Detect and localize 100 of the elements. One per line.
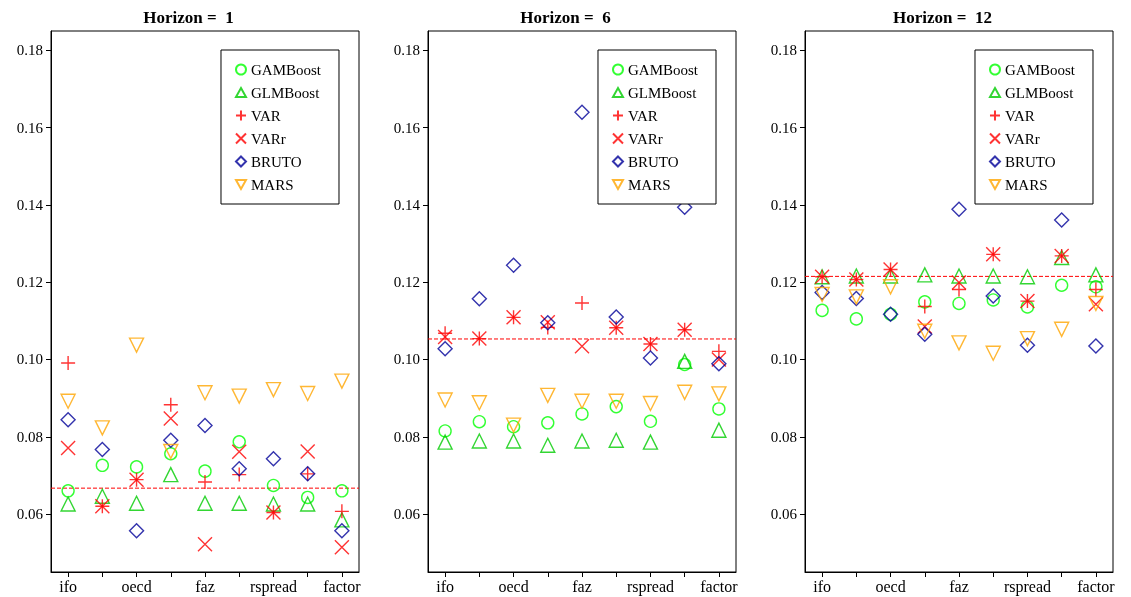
- point: [60, 412, 76, 428]
- point: [472, 414, 487, 429]
- y-tick-label: 0.18: [16, 42, 43, 59]
- point: [197, 417, 213, 434]
- point: [608, 309, 624, 325]
- point: [1020, 300, 1035, 314]
- point: [574, 104, 590, 120]
- y-tick-label: 0.16: [393, 119, 421, 136]
- point: [541, 416, 555, 430]
- point: [952, 296, 966, 311]
- point: [231, 444, 247, 460]
- point: [334, 539, 350, 555]
- legend-label: VAR: [1004, 107, 1035, 124]
- legend-label: MARS: [250, 176, 294, 193]
- y-tick-label: 0.06: [393, 506, 421, 523]
- legend-label: GLMBoost: [1004, 84, 1075, 101]
- point: [712, 402, 726, 416]
- point: [265, 451, 282, 467]
- point: [505, 257, 522, 273]
- y-tick-label: 0.14: [16, 196, 44, 213]
- x-tick-label: ifo: [436, 577, 454, 595]
- point: [574, 338, 590, 355]
- point: [265, 381, 282, 398]
- point: [95, 458, 110, 473]
- y-tick-label: 0.08: [16, 428, 43, 445]
- point: [335, 484, 349, 498]
- point: [608, 432, 624, 448]
- point: [951, 335, 967, 351]
- point: [917, 323, 933, 339]
- point: [677, 357, 692, 372]
- point: [60, 393, 76, 409]
- x-tick-label: factor: [700, 577, 739, 595]
- x-tick-label: oecd: [875, 577, 906, 595]
- y-tick-label: 0.12: [393, 274, 420, 291]
- x-tick-label: oecd: [498, 577, 529, 595]
- legend-label: GAMBoost: [250, 61, 322, 78]
- point: [882, 268, 899, 284]
- point: [1053, 321, 1070, 338]
- point: [642, 350, 659, 366]
- point: [265, 496, 282, 512]
- point: [232, 435, 246, 449]
- y-tick-label: 0.10: [770, 351, 797, 368]
- point: [164, 447, 178, 461]
- chart-title: Horizon = 6: [520, 8, 611, 27]
- point: [917, 267, 933, 283]
- point: [676, 353, 693, 370]
- point: [574, 393, 590, 409]
- y-tick-label: 0.14: [393, 196, 421, 213]
- legend-label: VARr: [1004, 130, 1040, 147]
- x-tick-label: faz: [949, 577, 969, 595]
- point: [676, 384, 693, 401]
- point: [951, 281, 967, 298]
- point: [471, 433, 488, 449]
- y-tick-label: 0.10: [393, 351, 420, 368]
- point: [951, 268, 967, 284]
- point: [197, 536, 213, 552]
- point: [985, 345, 1001, 361]
- point: [711, 386, 727, 402]
- x-tick-label: oecd: [121, 577, 152, 595]
- point: [471, 395, 488, 411]
- point: [882, 279, 899, 295]
- point: [711, 356, 727, 372]
- point: [437, 392, 453, 408]
- point: [1053, 212, 1070, 228]
- point: [334, 373, 350, 389]
- point: [198, 464, 212, 478]
- point: [1089, 280, 1103, 294]
- x-tick-label: rspread: [1003, 577, 1051, 596]
- x-tick-label: ifo: [813, 577, 831, 595]
- point: [60, 440, 76, 456]
- point: [849, 312, 864, 326]
- legend-label: VAR: [250, 107, 281, 124]
- point: [1088, 338, 1104, 354]
- point: [540, 437, 556, 453]
- point: [334, 512, 350, 528]
- point: [438, 424, 452, 438]
- y-tick-label: 0.08: [770, 428, 797, 445]
- legend-label: BRUTO: [627, 153, 679, 170]
- point: [917, 318, 933, 335]
- x-tick-label: rspread: [626, 577, 674, 596]
- point: [985, 288, 1001, 304]
- point: [231, 388, 247, 404]
- point: [609, 399, 623, 414]
- point: [642, 395, 659, 412]
- legend-label: VAR: [627, 107, 658, 124]
- point: [61, 484, 75, 498]
- point: [94, 441, 111, 458]
- point: [642, 434, 659, 450]
- point: [128, 522, 145, 539]
- point: [334, 522, 350, 539]
- point: [608, 393, 624, 409]
- point: [540, 387, 556, 404]
- point: [951, 201, 967, 217]
- legend-label: GAMBoost: [627, 61, 699, 78]
- point: [128, 495, 145, 511]
- y-tick-label: 0.12: [770, 274, 797, 291]
- point: [1019, 337, 1036, 353]
- point: [94, 488, 111, 504]
- point: [94, 420, 111, 436]
- y-tick-label: 0.10: [16, 351, 43, 368]
